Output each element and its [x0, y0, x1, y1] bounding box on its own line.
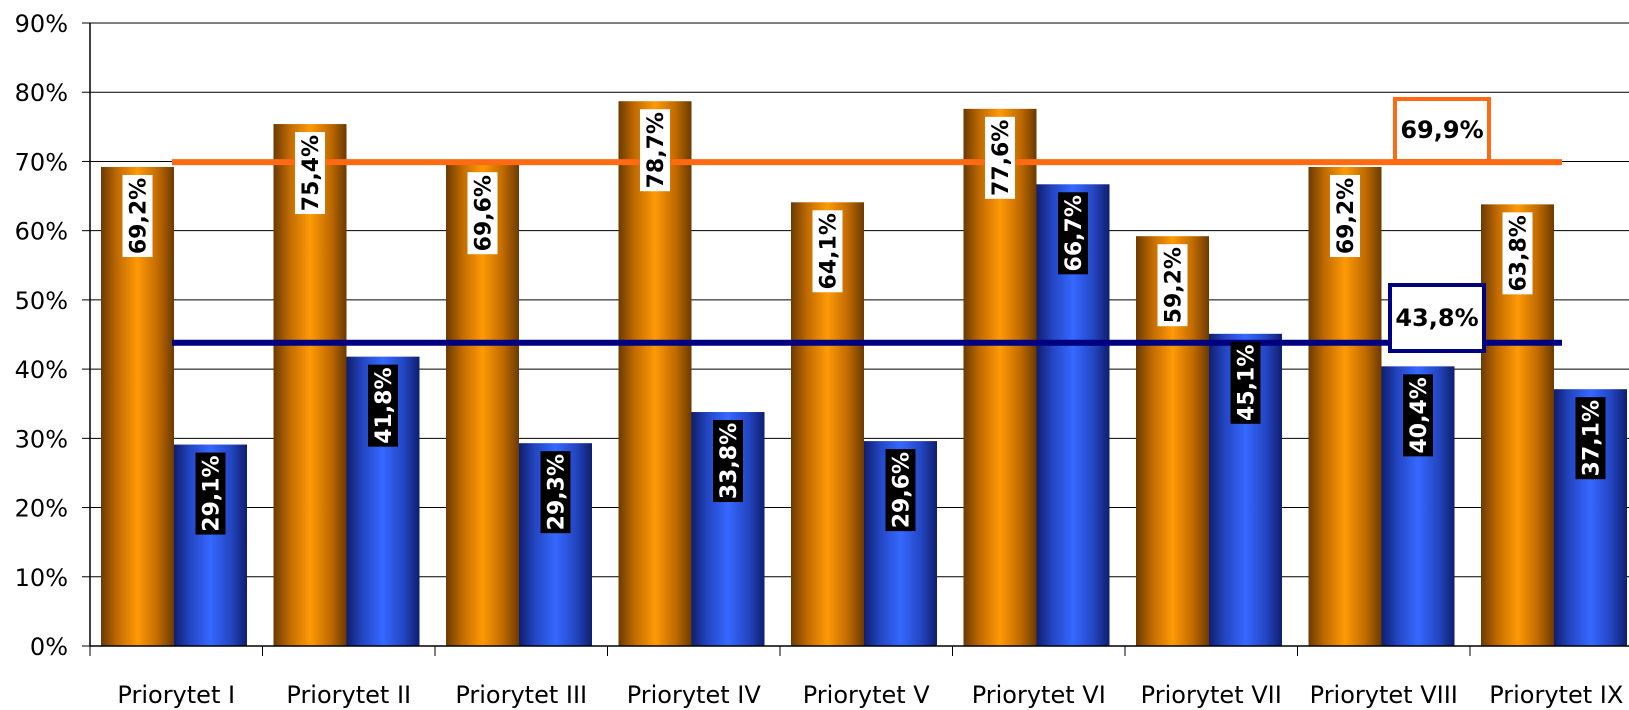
value-label-bg — [812, 210, 843, 293]
category-label: Priorytet III — [455, 681, 587, 709]
value-label-text: 63,8% — [1507, 215, 1532, 291]
value-label-bg — [295, 132, 325, 215]
blue-value-label: 33,8% — [713, 420, 743, 503]
bars — [101, 101, 1627, 647]
orange-average-box — [1393, 97, 1491, 163]
category-label: Priorytet I — [117, 681, 235, 709]
blue-value-label: 29,3% — [540, 451, 571, 534]
y-tick-label: 20% — [15, 495, 68, 523]
orange-value-label: 77,6% — [985, 116, 1015, 199]
value-label-text: 41,8% — [372, 367, 397, 443]
category-label: Priorytet V — [803, 681, 931, 709]
category-label: Priorytet IV — [627, 681, 762, 709]
blue-value-label: 40,4% — [1403, 374, 1433, 457]
value-label-text: 69,2% — [1334, 178, 1359, 254]
blue-value-label: 29,1% — [195, 452, 226, 535]
blue-value-label: 29,6% — [885, 449, 916, 532]
y-tick-label: 70% — [15, 148, 68, 176]
value-label-text: 78,7% — [644, 112, 669, 188]
orange-value-label: 69,6% — [467, 172, 498, 255]
value-label-text: 45,1% — [1235, 345, 1260, 421]
value-label-text: 29,1% — [200, 455, 225, 531]
value-label-text: 64,1% — [817, 213, 842, 289]
blue-average-label: 43,8% — [1395, 304, 1478, 332]
value-label-text: 37,1% — [1580, 400, 1605, 476]
reference-lines — [172, 159, 1562, 346]
value-label-text: 75,4% — [299, 135, 324, 211]
value-label-bg — [640, 109, 670, 192]
y-tick-label: 30% — [15, 425, 68, 453]
orange-value-label: 59,2% — [1157, 244, 1188, 327]
value-label-text: 69,2% — [127, 178, 152, 254]
category-label: Priorytet VI — [972, 681, 1106, 709]
value-label-bg — [1230, 341, 1261, 424]
y-tick-label: 50% — [15, 287, 68, 315]
value-label-bg — [540, 451, 571, 534]
orange-bar — [618, 101, 692, 646]
y-tick-label: 40% — [15, 356, 68, 384]
value-label-text: 33,8% — [717, 423, 742, 499]
value-label-bg — [1403, 374, 1433, 457]
category-label: Priorytet VII — [1141, 681, 1282, 709]
value-label-bg — [1575, 397, 1606, 480]
value-label-bg — [467, 172, 498, 255]
value-label-bg — [1502, 212, 1533, 295]
orange-value-label: 64,1% — [812, 210, 843, 293]
orange-value-label: 75,4% — [295, 132, 325, 215]
value-label-bg — [985, 116, 1015, 199]
orange-value-label: 69,2% — [122, 174, 153, 257]
value-label-bg — [1058, 192, 1088, 275]
blue-value-label: 41,8% — [368, 364, 398, 447]
value-label-bg — [885, 449, 916, 532]
value-label-text: 29,3% — [545, 454, 570, 530]
axes: 0% 10% 20% 30% 40% 50% 60% 70% 80% 90% Priorytet I… — [15, 10, 1629, 709]
value-label-text: 66,7% — [1062, 195, 1087, 271]
value-label-text: 69,6% — [472, 175, 497, 251]
value-label-bg — [1157, 244, 1188, 327]
value-label-text: 40,4% — [1407, 377, 1432, 453]
blue-value-label: 37,1% — [1575, 397, 1606, 480]
y-tick-label: 80% — [15, 79, 68, 107]
category-label: Priorytet II — [286, 681, 411, 709]
orange-value-label: 69,2% — [1330, 174, 1360, 257]
value-label-bg — [195, 452, 226, 535]
y-tick-label: 60% — [15, 218, 68, 246]
value-label-text: 29,6% — [890, 452, 915, 528]
blue-value-label: 45,1% — [1230, 341, 1261, 424]
value-label-bg — [713, 420, 743, 503]
y-tick-label: 90% — [15, 10, 68, 38]
value-label-bg — [1330, 174, 1360, 257]
value-label-text: 59,2% — [1162, 247, 1187, 323]
category-label: Priorytet VIII — [1310, 681, 1458, 709]
category-label: Priorytet IX — [1489, 681, 1623, 709]
y-tick-label: 0% — [30, 633, 68, 661]
value-label-bg — [122, 174, 153, 257]
data-labels: 69,9% 43,8% 69,2% 75,4% 69,6% 78,7% 64,1% 77,6%… — [122, 97, 1606, 535]
orange-average-label: 69,9% — [1400, 116, 1483, 144]
orange-value-label: 63,8% — [1502, 212, 1533, 295]
orange-value-label: 78,7% — [640, 109, 670, 192]
y-tick-label: 10% — [15, 564, 68, 592]
value-label-text: 77,6% — [989, 120, 1014, 196]
blue-average-box — [1388, 283, 1486, 353]
value-label-bg — [368, 364, 398, 447]
blue-value-label: 66,7% — [1058, 192, 1088, 275]
